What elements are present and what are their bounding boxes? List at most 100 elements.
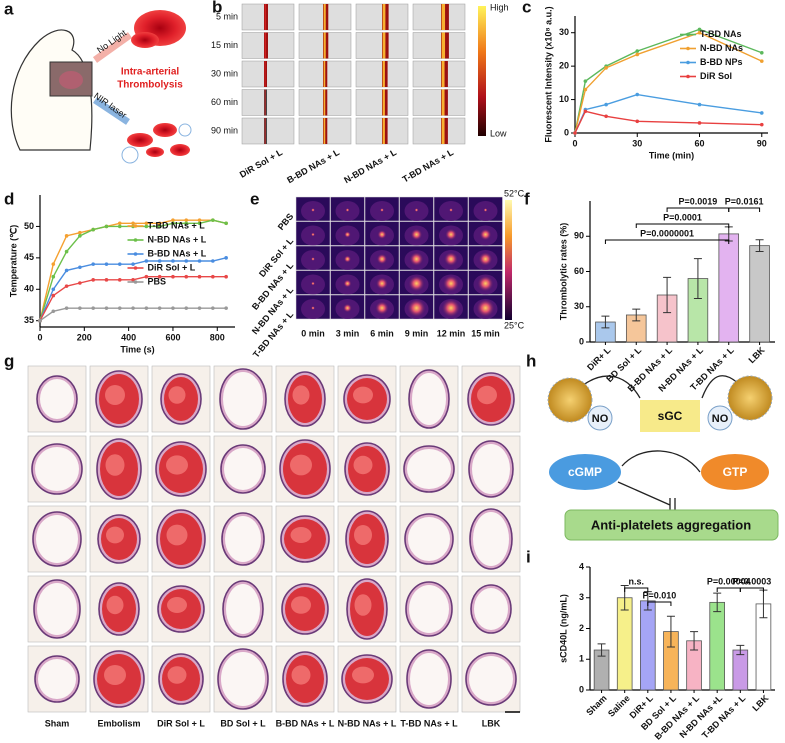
y-tick-label: 20 (559, 61, 569, 71)
data-point (131, 262, 135, 266)
series-line (39, 307, 227, 322)
hot-spot (374, 300, 390, 316)
legend-label: DiR Sol + L (148, 262, 196, 272)
data-point (759, 111, 764, 115)
colorbar (505, 200, 512, 320)
clot-highlight (290, 454, 312, 476)
arrow (621, 450, 701, 473)
vessel-lumen (474, 588, 508, 630)
vessel-signal (323, 89, 326, 116)
vessel-lumen (37, 583, 77, 635)
vessel-lumen (38, 659, 76, 699)
panel-label: d (4, 189, 14, 208)
bar (718, 233, 740, 343)
data-point (104, 306, 109, 310)
significance-bracket (635, 223, 730, 228)
significance-label: P=0.00004 (707, 576, 751, 586)
cell (170, 144, 190, 156)
data-point (583, 79, 588, 83)
data-point (64, 284, 69, 288)
y-tick-label: 4 (579, 561, 584, 571)
data-point (117, 278, 122, 282)
x-tick-label: 90 (757, 138, 767, 148)
row-label: PBS (276, 211, 296, 232)
data-point (197, 259, 202, 263)
error-bar (601, 315, 610, 329)
significance-bracket (728, 207, 761, 212)
vessel-signal (441, 89, 445, 116)
clot-highlight (353, 455, 373, 475)
column-label: 0 min (301, 328, 325, 338)
column-label: T-BD NAs + L (401, 147, 456, 185)
panel-label: e (250, 189, 259, 208)
bar (709, 601, 725, 691)
column-label: T-BD NAs + L (400, 718, 458, 728)
x-tick-label: 30 (632, 138, 642, 148)
y-axis-label: Fluorescent Intensity (x10⁸ a.u.) (543, 6, 553, 142)
y-tick-label: 0 (579, 684, 584, 694)
data-point (224, 274, 228, 279)
data-point (635, 119, 640, 124)
legend-swatch (133, 238, 138, 242)
vessel-signal (264, 61, 266, 87)
column-label: N-BD NAs + L (342, 147, 398, 185)
clot-highlight (354, 594, 372, 616)
hot-spot (483, 208, 488, 212)
column-label: 15 min (471, 328, 500, 338)
column-label: 9 min (405, 328, 429, 338)
y-tick-label: 40 (24, 284, 34, 294)
no-bubble (707, 405, 733, 431)
data-point (211, 259, 215, 263)
significance-bracket (739, 587, 764, 592)
vessel-lumen (410, 653, 448, 705)
clot-highlight (166, 524, 188, 546)
hot-spot (311, 306, 315, 310)
significance-label: P=0.0000001 (640, 228, 694, 238)
legend-label: PBS (148, 276, 167, 286)
hot-spot (311, 208, 315, 212)
data-point (157, 221, 162, 226)
vessel-lumen (40, 379, 74, 419)
clot-highlight (291, 665, 311, 685)
data-point (604, 66, 608, 70)
error-bar (713, 592, 722, 613)
vessel-lumen (472, 444, 510, 494)
data-point (184, 274, 189, 279)
vessel-signal (382, 89, 385, 116)
legend-swatch (133, 266, 138, 270)
hot-spot (343, 255, 352, 263)
image-tile (412, 3, 466, 31)
y-tick-label: 90 (574, 231, 584, 241)
vessel-signal (441, 118, 445, 144)
bar (749, 245, 770, 343)
row-label: 90 min (211, 125, 238, 135)
data-point (224, 306, 228, 310)
panel-h-diagram: NO NO sGC cGMP GTP Anti-platelets aggreg… (547, 375, 779, 541)
panel-label: i (526, 547, 531, 566)
clot-highlight (166, 455, 188, 475)
data-point (583, 87, 588, 92)
data-point (184, 221, 189, 226)
no-bubble (587, 405, 613, 431)
sgc-box (640, 400, 700, 432)
clot-highlight (104, 665, 126, 685)
vessel-signal (382, 4, 386, 30)
data-point (171, 306, 175, 310)
nanoparticle (547, 377, 593, 423)
data-point (104, 278, 109, 282)
hot-spot (478, 251, 493, 267)
hot-spot (406, 298, 427, 318)
data-point (157, 306, 162, 310)
label: Intra-arterial (121, 67, 180, 78)
error-bar (663, 276, 672, 314)
significance-label: P=0.0161 (725, 196, 764, 206)
clot-highlight (105, 454, 125, 476)
data-point (197, 218, 202, 222)
vessel-signal (264, 32, 267, 59)
vessel-signal (323, 32, 326, 59)
column-label: Sham (45, 718, 70, 728)
data-point (64, 234, 69, 238)
column-label: BD Sol + L (220, 718, 266, 728)
legend-swatch (686, 74, 690, 79)
